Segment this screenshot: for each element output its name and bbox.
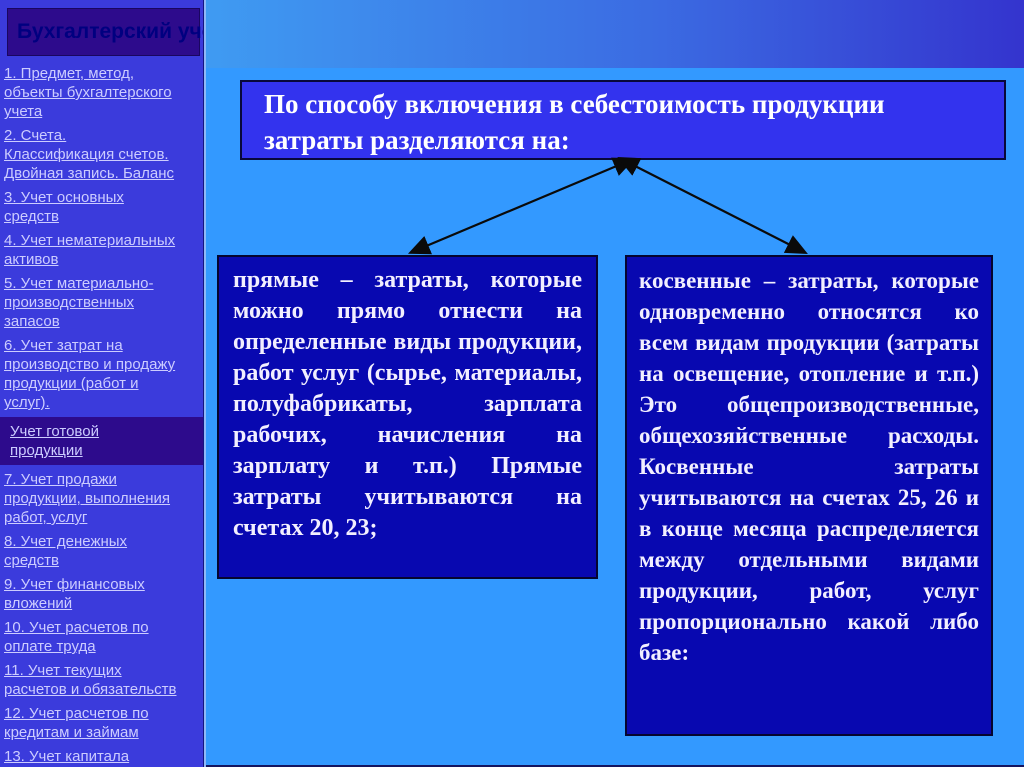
sidebar-item-2[interactable]: 2. Счета. Классификация счетов. Двойная … <box>4 127 175 182</box>
sidebar-item-9[interactable]: 9. Учет финансовых вложений <box>4 576 145 612</box>
top-gradient-band <box>206 0 1024 68</box>
slide-title-box: По способу включения в себестоимость про… <box>240 80 1006 160</box>
sidebar: Бухгалтерский учет 1. Предмет, метод, об… <box>0 0 204 767</box>
table-of-contents: 1. Предмет, метод, объекты бухгалтерског… <box>0 64 203 767</box>
arrow-to-right-box <box>617 157 808 254</box>
sidebar-item-1[interactable]: 1. Предмет, метод, объекты бухгалтерског… <box>4 65 172 120</box>
sidebar-item-5[interactable]: 5. Учет материально- производственных за… <box>4 275 154 330</box>
sidebar-item-finished-goods-active[interactable]: Учет готовой продукции <box>0 417 203 465</box>
arrow-to-left-box <box>407 157 636 255</box>
slide-area: По способу включения в себестоимость про… <box>204 0 1024 767</box>
sidebar-item-7[interactable]: 7. Учет продажи продукции, выполнения ра… <box>4 471 171 526</box>
sidebar-item-6[interactable]: 6. Учет затрат на производство и продажу… <box>4 337 176 411</box>
direct-costs-box: прямые – затраты, которые можно прямо от… <box>217 255 598 579</box>
bottom-edge <box>206 765 1024 767</box>
sidebar-item-10[interactable]: 10. Учет расчетов по оплате труда <box>4 619 149 655</box>
sidebar-item-4[interactable]: 4. Учет нематериальных активов <box>4 232 176 268</box>
sidebar-item-12[interactable]: 12. Учет расчетов по кредитам и займам <box>4 705 149 741</box>
indirect-costs-box: косвенные – затраты, которые одновременн… <box>625 255 993 736</box>
sidebar-item-13[interactable]: 13. Учет капитала <box>4 748 130 765</box>
sidebar-item-11[interactable]: 11. Учет текущих расчетов и обязательств <box>4 662 177 698</box>
presentation-title: Бухгалтерский учет <box>7 8 203 56</box>
sidebar-item-3[interactable]: 3. Учет основных средств <box>4 189 124 225</box>
sidebar-item-8[interactable]: 8. Учет денежных средств <box>4 533 128 569</box>
